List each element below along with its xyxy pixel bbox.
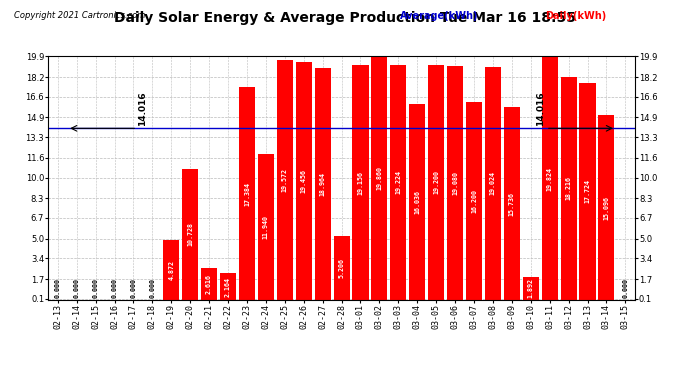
- Text: 17.724: 17.724: [584, 180, 591, 204]
- Bar: [466, 102, 482, 300]
- Text: 16.200: 16.200: [471, 189, 477, 213]
- Bar: [485, 67, 501, 300]
- Text: 0.000: 0.000: [149, 278, 155, 298]
- Text: 16.036: 16.036: [414, 190, 420, 214]
- Text: 14.016: 14.016: [139, 92, 148, 126]
- Text: 19.080: 19.080: [452, 171, 458, 195]
- Bar: [428, 65, 444, 300]
- Bar: [504, 107, 520, 300]
- Bar: [409, 104, 425, 300]
- Bar: [277, 60, 293, 300]
- Bar: [353, 65, 368, 300]
- Bar: [580, 83, 595, 300]
- Bar: [239, 87, 255, 300]
- Text: 14.016: 14.016: [535, 92, 544, 126]
- Text: 10.728: 10.728: [187, 222, 193, 246]
- Text: Average(kWh): Average(kWh): [400, 11, 479, 21]
- Bar: [523, 277, 539, 300]
- Bar: [315, 68, 331, 300]
- Text: 18.216: 18.216: [566, 177, 571, 201]
- Text: 19.200: 19.200: [433, 170, 439, 194]
- Text: 2.164: 2.164: [225, 277, 231, 297]
- Text: 19.224: 19.224: [395, 170, 402, 194]
- Text: 1.892: 1.892: [528, 278, 534, 298]
- Text: 17.384: 17.384: [244, 182, 250, 206]
- Text: 19.860: 19.860: [376, 166, 382, 190]
- Text: 19.572: 19.572: [282, 168, 288, 192]
- Bar: [333, 236, 350, 300]
- Bar: [201, 268, 217, 300]
- Bar: [164, 240, 179, 300]
- Bar: [447, 66, 463, 300]
- Text: 0.000: 0.000: [112, 278, 117, 298]
- Text: 0.000: 0.000: [74, 278, 79, 298]
- Text: Copyright 2021 Cartronics.com: Copyright 2021 Cartronics.com: [14, 11, 145, 20]
- Bar: [391, 64, 406, 300]
- Text: 19.156: 19.156: [357, 171, 364, 195]
- Bar: [371, 57, 387, 300]
- Bar: [560, 77, 577, 300]
- Text: 11.940: 11.940: [263, 215, 269, 239]
- Text: 4.872: 4.872: [168, 260, 175, 280]
- Text: 0.000: 0.000: [55, 278, 61, 298]
- Text: 19.824: 19.824: [546, 166, 553, 190]
- Bar: [598, 115, 615, 300]
- Text: 2.616: 2.616: [206, 274, 212, 294]
- Bar: [220, 273, 236, 300]
- Text: 0.000: 0.000: [130, 278, 137, 298]
- Text: 19.456: 19.456: [301, 169, 307, 193]
- Text: 15.736: 15.736: [509, 192, 515, 216]
- Bar: [182, 169, 198, 300]
- Text: 0.000: 0.000: [622, 278, 629, 298]
- Text: Daily Solar Energy & Average Production Tue Mar 16 18:55: Daily Solar Energy & Average Production …: [114, 11, 576, 25]
- Text: Daily(kWh): Daily(kWh): [545, 11, 607, 21]
- Bar: [258, 154, 274, 300]
- Text: 15.096: 15.096: [604, 195, 609, 219]
- Bar: [296, 62, 312, 300]
- Text: 0.000: 0.000: [92, 278, 99, 298]
- Bar: [542, 57, 558, 300]
- Text: 5.206: 5.206: [339, 258, 344, 278]
- Text: 18.964: 18.964: [319, 172, 326, 196]
- Text: 19.024: 19.024: [490, 171, 496, 195]
